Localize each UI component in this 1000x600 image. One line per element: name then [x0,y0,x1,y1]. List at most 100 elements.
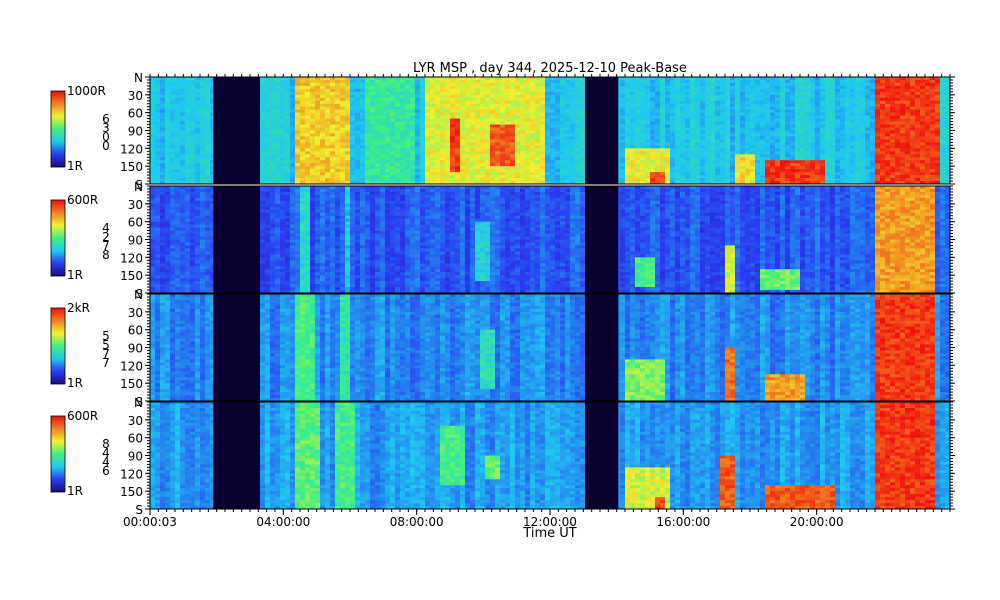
intensity-cell [555,79,561,84]
intensity-cell [420,77,426,81]
intensity-cell [780,169,786,173]
intensity-cell [280,112,286,117]
intensity-cell [515,91,521,96]
intensity-cell [555,133,561,137]
intensity-cell [910,85,916,90]
intensity-cell [735,118,741,123]
intensity-cell [780,181,786,184]
intensity-cell [810,82,816,87]
intensity-cell [725,79,731,84]
intensity-cell [895,94,901,99]
intensity-cell [210,163,216,167]
intensity-cell [705,97,711,102]
intensity-cell [525,121,531,126]
intensity-cell [660,91,666,96]
intensity-cell [650,181,656,184]
intensity-cell [630,118,636,123]
intensity-cell [915,148,921,152]
intensity-cell [375,121,381,126]
intensity-cell [875,100,881,105]
intensity-cell [670,82,676,87]
intensity-cell [445,85,451,90]
intensity-cell [405,121,411,126]
intensity-cell [730,103,736,108]
intensity-cell [475,139,481,143]
intensity-cell [730,100,736,105]
intensity-cell [405,172,411,176]
intensity-cell [335,148,341,152]
intensity-cell [390,103,396,108]
intensity-cell [680,106,686,111]
intensity-cell [285,77,291,81]
intensity-cell [840,109,846,114]
intensity-cell [840,103,846,108]
intensity-cell [630,97,636,102]
intensity-cell [755,121,761,126]
intensity-cell [440,94,446,99]
intensity-cell [915,124,921,129]
intensity-cell [670,157,676,161]
intensity-cell [665,109,671,114]
intensity-cell [835,154,841,158]
intensity-cell [830,85,836,90]
intensity-cell [310,166,316,170]
intensity-cell [680,151,686,155]
intensity-cell [515,181,521,184]
intensity-cell [370,91,376,96]
intensity-cell [185,130,191,134]
intensity-cell [155,142,161,146]
intensity-cell [535,85,541,90]
intensity-cell [195,139,201,143]
intensity-cell [390,88,396,93]
intensity-cell [555,142,561,146]
intensity-cell [355,106,361,111]
intensity-cell [430,139,436,143]
intensity-cell [750,100,756,105]
intensity-cell [455,88,461,93]
intensity-cell [785,133,791,137]
intensity-cell [540,97,546,102]
intensity-cell [305,145,311,149]
intensity-cell [175,139,181,143]
intensity-cell [905,151,911,155]
intensity-cell [860,124,866,129]
intensity-cell [720,178,726,182]
intensity-cell [635,103,641,108]
intensity-cell [335,178,341,182]
intensity-cell [750,118,756,123]
intensity-cell [845,172,851,176]
intensity-cell [745,148,751,152]
intensity-cell [630,121,636,126]
intensity-cell [400,133,406,137]
intensity-cell [310,112,316,117]
intensity-cell [500,142,506,146]
intensity-cell [905,181,911,184]
intensity-cell [725,169,731,173]
intensity-cell [345,127,351,131]
intensity-cell [670,148,676,152]
intensity-cell [650,85,656,90]
intensity-cell [570,133,576,137]
intensity-cell [715,97,721,102]
intensity-cell [205,85,211,90]
intensity-cell [715,94,721,99]
intensity-cell [205,169,211,173]
intensity-cell [490,97,496,102]
intensity-cell [345,106,351,111]
intensity-cell [555,151,561,155]
intensity-cell [575,160,581,164]
intensity-cell [190,181,196,184]
intensity-cell [325,79,331,84]
intensity-cell [380,166,386,170]
intensity-cell [650,109,656,114]
intensity-cell [355,133,361,137]
intensity-cell [735,130,741,134]
intensity-cell [810,124,816,129]
intensity-cell [165,91,171,96]
intensity-cell [665,91,671,96]
intensity-cell [865,112,871,117]
intensity-cell [855,157,861,161]
intensity-cell [515,121,521,126]
intensity-cell [510,103,516,108]
intensity-cell [755,124,761,129]
